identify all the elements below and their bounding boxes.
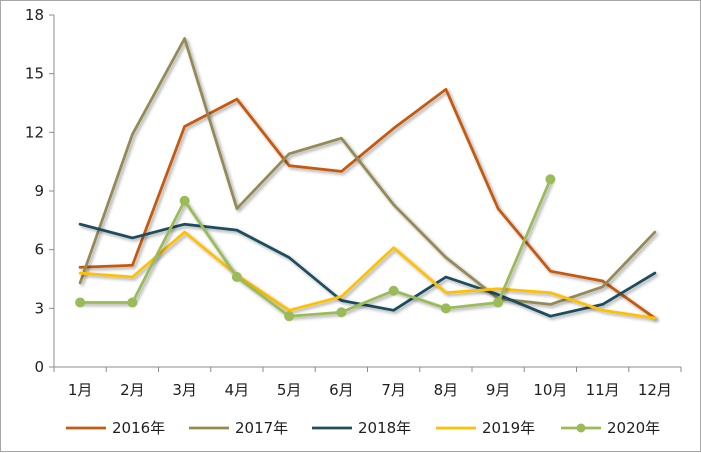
data-point — [493, 297, 504, 308]
legend-label: 2018年 — [358, 419, 411, 437]
series-line-3 — [78, 230, 657, 320]
data-point — [545, 174, 556, 185]
data-point — [284, 311, 295, 322]
legend-marker — [576, 423, 586, 433]
y-tick-label: 9 — [34, 182, 44, 200]
x-tick-label: 4月 — [225, 381, 250, 399]
legend-label: 2019年 — [482, 419, 535, 437]
series-line-0 — [78, 87, 657, 320]
x-tick-label: 8月 — [434, 381, 459, 399]
data-point — [336, 307, 347, 318]
data-point — [75, 297, 86, 308]
legend-label: 2016年 — [112, 419, 165, 437]
x-tick-label: 1月 — [68, 381, 93, 399]
legend-label: 2020年 — [607, 419, 660, 437]
data-point — [388, 285, 399, 296]
x-tick-label: 3月 — [172, 381, 197, 399]
y-tick-label: 0 — [34, 358, 44, 376]
x-tick-label: 6月 — [329, 381, 354, 399]
x-tick-label: 12月 — [638, 381, 672, 399]
x-tick-label: 5月 — [277, 381, 302, 399]
series-lines — [75, 37, 657, 322]
data-point — [440, 303, 451, 314]
x-tick-label: 2月 — [120, 381, 145, 399]
legend-label: 2017年 — [235, 419, 288, 437]
data-point — [231, 272, 242, 283]
x-tick-label: 7月 — [381, 381, 406, 399]
series-line-4 — [78, 177, 552, 318]
x-tick-label: 11月 — [586, 381, 620, 399]
x-tick-label: 9月 — [486, 381, 511, 399]
data-point — [127, 297, 138, 308]
y-tick-label: 18 — [25, 6, 44, 24]
y-tick-label: 6 — [34, 241, 44, 259]
x-tick-label: 10月 — [533, 381, 567, 399]
y-tick-label: 12 — [25, 123, 44, 141]
series-line-2 — [78, 222, 657, 318]
legend: 2016年 2017年 2018年 2019年 2020年 — [66, 419, 660, 437]
data-point — [179, 195, 190, 206]
y-tick-label: 15 — [25, 65, 44, 83]
series-line-1 — [78, 37, 657, 306]
y-tick-label: 3 — [34, 299, 44, 317]
axes: 0 3 6 9 12 15 18 1月 2月 3月 4月 5月 6月 7月 8月 9月 10月 11月 12月 — [25, 6, 682, 399]
